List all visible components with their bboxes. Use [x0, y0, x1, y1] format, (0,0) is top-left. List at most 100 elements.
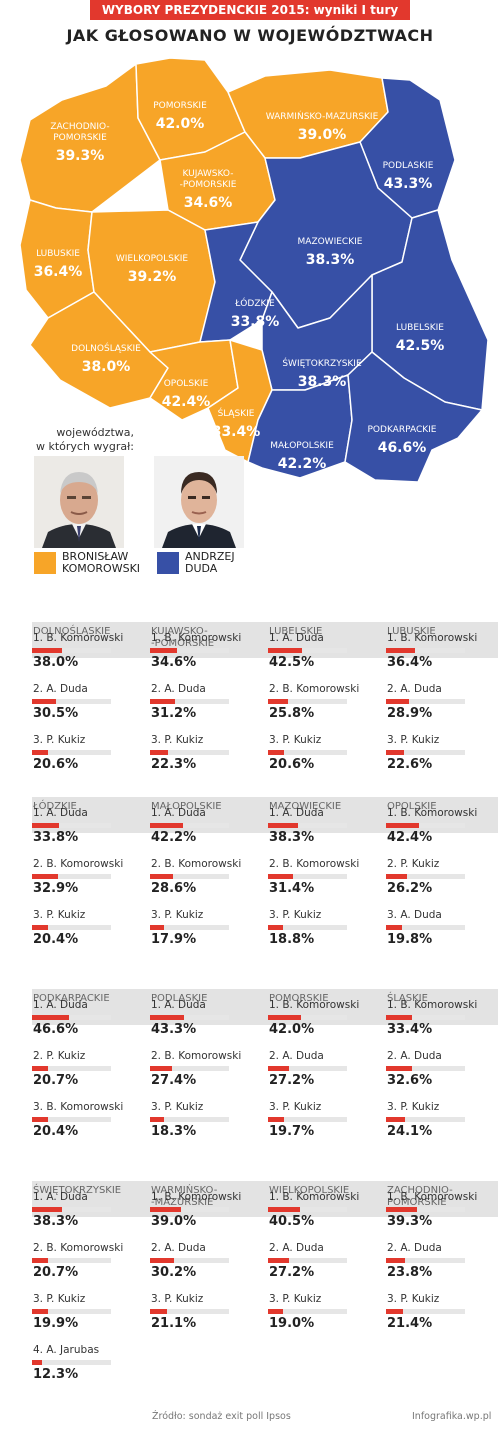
map-region-value: 42.2%	[278, 456, 327, 472]
bar	[32, 648, 63, 653]
bar	[32, 823, 59, 828]
map-region-value: 38.3%	[306, 252, 355, 268]
candidate-label: 3. P. Kukiz	[151, 734, 204, 746]
candidate-label: 3. P. Kukiz	[151, 909, 204, 921]
map-region-label: KUJAWSKO-	[182, 169, 233, 179]
candidate-label: 3. P. Kukiz	[151, 1293, 204, 1305]
region-name-line: ŚLĄSKIE	[387, 993, 428, 1004]
bar-track	[32, 1309, 111, 1314]
region-name-line: -POMORSKIE	[151, 638, 215, 649]
data-label: 27.2%	[269, 1265, 315, 1280]
data-label: 17.9%	[151, 932, 197, 947]
bar-track	[32, 1360, 111, 1365]
data-label: 28.6%	[151, 881, 197, 896]
candidate-label: 3. P. Kukiz	[269, 1101, 322, 1113]
data-label: 12.3%	[33, 1367, 79, 1382]
bar-track	[386, 925, 465, 930]
bar	[268, 1066, 290, 1071]
data-label: 26.2%	[387, 881, 433, 896]
region-name-line: POMORSKIE	[387, 1197, 447, 1208]
candidate-label: 3. P. Kukiz	[151, 1101, 204, 1113]
data-label: 38.3%	[269, 830, 315, 845]
candidate-label: 1. B. Komorowski	[151, 632, 242, 644]
bar	[32, 925, 49, 930]
candidate-label: 3. P. Kukiz	[269, 734, 322, 746]
bar	[32, 1066, 49, 1071]
data-label: 27.4%	[151, 1073, 197, 1088]
candidate-label: 1. B. Komorowski	[387, 999, 478, 1011]
data-label: 21.4%	[387, 1316, 433, 1331]
bar	[32, 1360, 42, 1365]
map-region-label: ŚLĄSKIE	[218, 407, 255, 419]
region-name-line: WARMIŃSKO-	[151, 1185, 218, 1196]
map-region-label: POMORSKIE	[153, 101, 207, 111]
candidate-last-name: DUDA	[185, 562, 218, 575]
map-region-value: 33.4%	[212, 424, 261, 440]
data-label: 42.2%	[151, 830, 197, 845]
bar-track	[150, 1258, 229, 1263]
candidate-label: 2. A. Duda	[151, 683, 206, 695]
map-region-label: POMORSKIE	[53, 133, 107, 143]
candidate-label: 3. P. Kukiz	[387, 1293, 440, 1305]
region-name-line: ZACHODNIO-	[387, 1185, 453, 1196]
bar	[268, 1117, 284, 1122]
map-region-label: ŚWIĘTOKRZYSKIE	[282, 357, 362, 369]
candidate-label: 2. A. Duda	[387, 1242, 442, 1254]
bar	[150, 1309, 167, 1314]
map-region-value: 34.6%	[184, 195, 233, 211]
bar	[150, 1207, 181, 1212]
bar	[268, 1258, 290, 1263]
bar-track	[32, 750, 111, 755]
data-label: 33.4%	[387, 1022, 433, 1037]
candidate-label: 3. P. Kukiz	[33, 734, 86, 746]
bar-track	[386, 1117, 465, 1122]
region-name-line: MAZOWIECKIE	[269, 801, 342, 812]
data-label: 42.0%	[269, 1022, 315, 1037]
region-name-line: ŁÓDZKIE	[33, 801, 77, 812]
bar-track	[268, 1258, 347, 1263]
banner: WYBORY PREZYDENCKIE 2015: wyniki I tury	[90, 0, 410, 20]
map-region-value: 38.3%	[298, 374, 347, 390]
map-region-value: 38.0%	[82, 359, 131, 375]
candidate-label: 1. A. Duda	[151, 807, 206, 819]
bar	[150, 925, 165, 930]
data-label: 40.5%	[269, 1214, 315, 1229]
candidate-label: 3. A. Duda	[387, 909, 442, 921]
data-label: 38.0%	[33, 655, 79, 670]
candidate-label: 3. P. Kukiz	[387, 1101, 440, 1113]
bar-track	[268, 1015, 347, 1020]
bar	[386, 925, 402, 930]
bar-track	[386, 1015, 465, 1020]
data-label: 34.6%	[151, 655, 197, 670]
map-region-label: LUBUSKIE	[36, 249, 80, 259]
bar	[150, 648, 178, 653]
region-name-line: MAŁOPOLSKIE	[151, 801, 222, 812]
map-region-value: 46.6%	[378, 440, 427, 456]
bar-track	[150, 1066, 229, 1071]
candidate-label: 2. P. Kukiz	[387, 858, 440, 870]
bar-track	[32, 925, 111, 930]
bar	[150, 1117, 165, 1122]
map-region-label: ŁÓDZKIE	[234, 297, 275, 309]
bar	[32, 1117, 49, 1122]
data-label: 20.4%	[33, 932, 79, 947]
bar-track	[386, 1258, 465, 1263]
map-region-value: 42.4%	[162, 394, 211, 410]
map-region-podkarpackie	[344, 351, 483, 483]
candidate-label: 3. P. Kukiz	[269, 909, 322, 921]
map-region-value: 39.2%	[128, 269, 177, 285]
bar-track	[386, 648, 465, 653]
data-label: 20.6%	[33, 757, 79, 772]
map-region-label: MAZOWIECKIE	[298, 237, 363, 247]
data-label: 30.2%	[151, 1265, 197, 1280]
bar-track	[268, 925, 347, 930]
data-label: 25.8%	[269, 706, 315, 721]
bar	[386, 823, 420, 828]
bar	[268, 750, 285, 755]
bar	[268, 699, 289, 704]
bar-track	[150, 1207, 229, 1212]
bar-track	[32, 699, 111, 704]
bar	[386, 699, 409, 704]
bar	[32, 1309, 48, 1314]
